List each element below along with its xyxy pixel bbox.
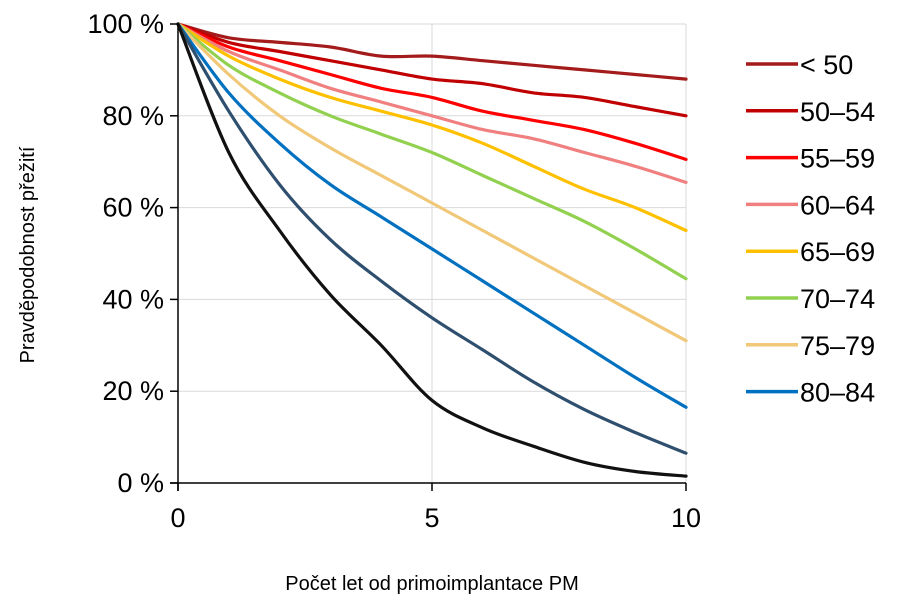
legend: < 50 50–54 55–59 60–64 65–69 70–74 75–79 80–84 <box>746 50 875 408</box>
y-tick-label: 0 % <box>117 468 164 498</box>
series-line-8 <box>176 22 688 455</box>
series-line-7 <box>176 22 688 409</box>
legend-label: 60–64 <box>800 190 875 220</box>
x-axis-title: Počet let od primoimplantace PM <box>285 573 578 595</box>
series-line-1 <box>176 22 688 118</box>
x-tick-label: 10 <box>671 503 701 533</box>
y-tick-label: 100 % <box>87 9 164 39</box>
x-tick-label: 5 <box>424 503 439 533</box>
legend-label: 80–84 <box>800 378 875 408</box>
axes <box>170 23 687 491</box>
series-line-4 <box>176 22 688 233</box>
series-line-9 <box>176 22 688 478</box>
series-line-6 <box>176 22 688 343</box>
legend-label: 55–59 <box>800 144 875 174</box>
y-axis-title: Pravděpodobnost přežití <box>17 146 39 363</box>
legend-label: < 50 <box>800 50 853 80</box>
legend-label: 70–74 <box>800 284 875 314</box>
series-line-0 <box>176 22 688 81</box>
y-tick-label: 40 % <box>102 284 164 314</box>
y-tick-label: 20 % <box>102 376 164 406</box>
legend-label: 50–54 <box>800 97 875 127</box>
legend-label: 65–69 <box>800 237 875 267</box>
legend-label: 75–79 <box>800 331 875 361</box>
series-line-3 <box>176 22 688 184</box>
series-line-2 <box>176 22 688 161</box>
tick-labels: 0 % 20 % 40 % 60 % 80 % 100 % 0 5 10 <box>87 9 701 533</box>
y-tick-label: 80 % <box>102 101 164 131</box>
x-tick-label: 0 <box>170 503 185 533</box>
y-tick-label: 60 % <box>102 193 164 223</box>
series-line-5 <box>176 22 688 281</box>
series-lines <box>176 22 688 478</box>
grid <box>178 23 687 483</box>
